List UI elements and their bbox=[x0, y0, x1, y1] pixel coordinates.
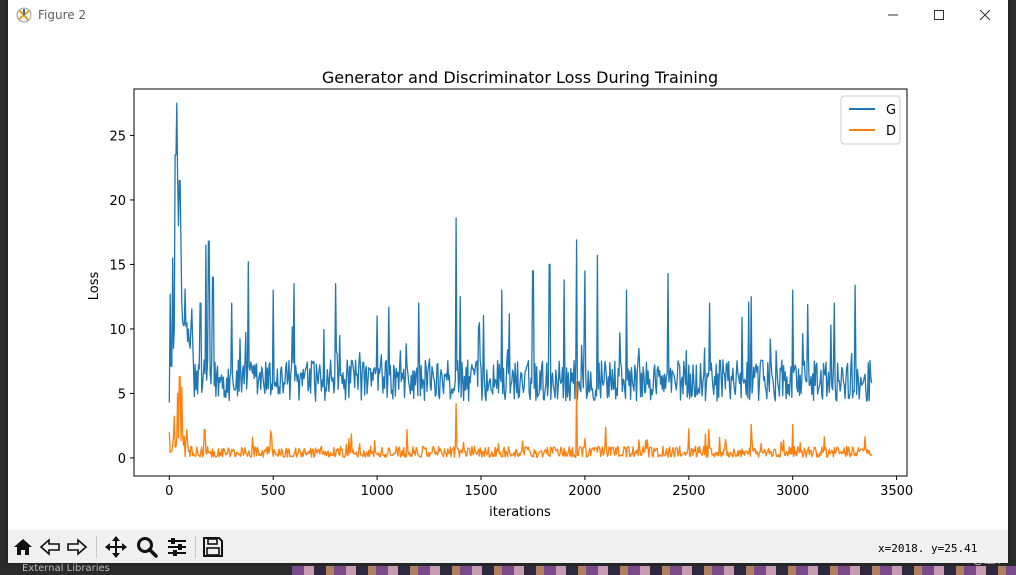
minimize-icon bbox=[888, 14, 898, 16]
legend-label-d: D bbox=[886, 124, 896, 139]
x-axis-label: iterations bbox=[489, 505, 551, 520]
loss-chart: Generator and Discriminator Loss During … bbox=[87, 68, 913, 520]
maximize-icon bbox=[934, 10, 944, 20]
title-bar[interactable]: Figure 2 bbox=[8, 0, 1008, 30]
pan-icon bbox=[105, 536, 127, 558]
background-ide-right bbox=[1008, 0, 1016, 575]
save-icon bbox=[203, 537, 223, 557]
cursor-coordinates: x=2018. y=25.41 bbox=[878, 542, 978, 555]
series-line-g bbox=[168, 102, 873, 403]
y-tick-label: 20 bbox=[109, 194, 126, 209]
configure-subplots-button[interactable] bbox=[165, 535, 189, 559]
back-icon bbox=[39, 538, 60, 556]
background-ide-left bbox=[0, 0, 8, 575]
y-axis-label: Loss bbox=[87, 272, 102, 301]
y-tick-label: 5 bbox=[118, 387, 126, 402]
save-button[interactable] bbox=[201, 535, 225, 559]
x-tick-label: 0 bbox=[165, 484, 173, 499]
y-tick-label: 0 bbox=[118, 452, 126, 467]
series-line-d bbox=[168, 376, 873, 458]
series-layer bbox=[168, 102, 873, 458]
window-title: Figure 2 bbox=[38, 8, 87, 22]
toolbar-separator bbox=[96, 536, 97, 558]
x-tick-label: 500 bbox=[261, 484, 286, 499]
pan-button[interactable] bbox=[104, 535, 128, 559]
toolbar-separator bbox=[195, 536, 196, 558]
legend: G D bbox=[840, 95, 901, 145]
plot-canvas[interactable]: Generator and Discriminator Loss During … bbox=[8, 30, 1008, 530]
background-project-label: External Libraries bbox=[22, 563, 110, 574]
close-icon bbox=[979, 9, 991, 21]
matplotlib-app-icon bbox=[16, 7, 32, 23]
background-thumbnails bbox=[292, 566, 1016, 575]
x-tick-label: 2000 bbox=[568, 484, 601, 499]
axes-frame bbox=[133, 88, 908, 477]
y-tick-label: 10 bbox=[109, 323, 126, 338]
y-tick-label: 25 bbox=[109, 129, 126, 144]
legend-label-g: G bbox=[886, 103, 896, 118]
minimize-button[interactable] bbox=[870, 0, 916, 30]
ticks-layer: 0 500 1000 1500 2000 2500 3000 3500 0 5 10 15 20 25 bbox=[109, 129, 913, 499]
x-tick-label: 2500 bbox=[672, 484, 705, 499]
forward-icon bbox=[67, 538, 88, 556]
x-tick-label: 3000 bbox=[776, 484, 809, 499]
chart-title: Generator and Discriminator Loss During … bbox=[322, 68, 718, 87]
zoom-icon bbox=[137, 537, 158, 558]
navigation-toolbar: x=2018. y=25.41 bbox=[8, 530, 1008, 563]
zoom-button[interactable] bbox=[135, 535, 159, 559]
x-tick-label: 1000 bbox=[361, 484, 394, 499]
maximize-button[interactable] bbox=[916, 0, 962, 30]
close-button[interactable] bbox=[962, 0, 1008, 30]
x-tick-label: 3500 bbox=[880, 484, 913, 499]
back-button[interactable] bbox=[38, 535, 62, 559]
figure-window: Figure 2 Generator and Discriminator Los… bbox=[8, 0, 1008, 563]
x-tick-label: 1500 bbox=[464, 484, 497, 499]
y-tick-label: 15 bbox=[109, 258, 126, 273]
forward-button[interactable] bbox=[65, 535, 89, 559]
home-button[interactable] bbox=[11, 535, 35, 559]
home-icon bbox=[14, 539, 32, 555]
configure-subplots-icon bbox=[168, 538, 186, 556]
